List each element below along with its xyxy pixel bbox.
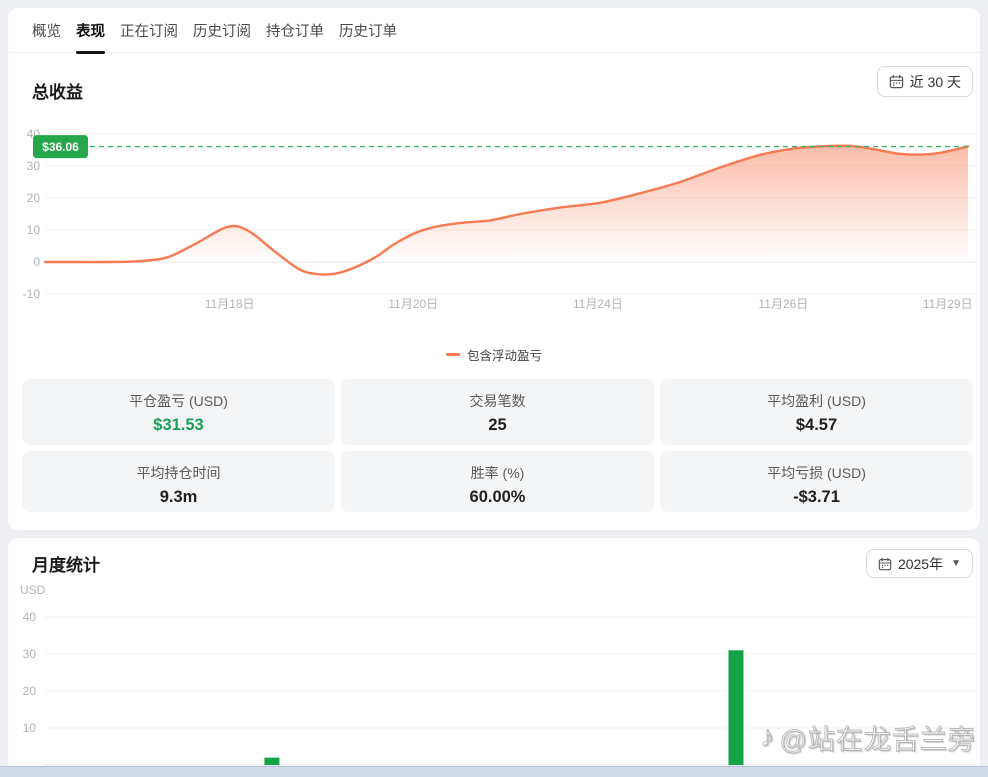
stat-value: 25: [488, 416, 507, 434]
legend-marker-icon: [445, 353, 460, 356]
stat-value: 9.3m: [159, 488, 198, 506]
svg-text:20: 20: [27, 191, 41, 205]
tab-5[interactable]: 持仓订单: [266, 23, 324, 40]
stat-card: 平仓盈亏 (USD) $31.53: [22, 379, 335, 445]
y-axis-title: USD: [20, 583, 46, 597]
svg-text:-10: -10: [23, 287, 41, 301]
stat-label: 胜率 (%): [470, 465, 525, 481]
svg-text:40: 40: [23, 610, 37, 624]
tab-2[interactable]: 表现: [76, 8, 105, 54]
svg-text:10: 10: [23, 721, 37, 735]
tab-3[interactable]: 正在订阅: [120, 23, 178, 40]
tab-1[interactable]: 概览: [32, 23, 61, 40]
month-bar[interactable]: [264, 757, 280, 765]
stat-card: 平均盈利 (USD) $4.57: [660, 379, 973, 445]
svg-text:20: 20: [23, 684, 37, 698]
tab-6[interactable]: 历史订单: [339, 23, 397, 40]
date-range-label: 近 30 天: [909, 73, 961, 90]
date-range-button[interactable]: 近 30 天: [876, 66, 973, 97]
stats-grid: 平仓盈亏 (USD) $31.53 交易笔数 25 平均盈利 (USD) $4.57 平均持…: [22, 379, 973, 512]
legend-label: 包含浮动盈亏: [466, 349, 542, 363]
svg-text:30: 30: [23, 647, 37, 661]
svg-text:10: 10: [27, 223, 41, 237]
stat-label: 平均盈利 (USD): [767, 393, 866, 409]
chevron-down-icon: ▼: [951, 558, 961, 569]
stat-card: 胜率 (%) 60.00%: [341, 451, 654, 512]
svg-text:11月20日: 11月20日: [388, 297, 438, 311]
bottom-strip: [0, 766, 988, 777]
stat-value: -$3.71: [793, 488, 840, 506]
stat-value: $31.53: [153, 416, 204, 434]
stat-label: 平均持仓时间: [136, 465, 221, 481]
stat-card: 平均亏损 (USD) -$3.71: [660, 451, 973, 512]
svg-text:11月24日: 11月24日: [573, 297, 623, 311]
svg-text:11月26日: 11月26日: [758, 297, 808, 311]
section-title-total-pnl: 总收益: [32, 83, 83, 102]
section-title-monthly: 月度统计: [32, 556, 100, 575]
stat-label: 交易笔数: [469, 393, 526, 409]
svg-text:11月18日: 11月18日: [205, 297, 255, 311]
chart-legend-item[interactable]: 包含浮动盈亏: [8, 345, 980, 364]
svg-text:0: 0: [33, 255, 40, 269]
monthly-stats-card: 月度统计 2025年 ▼ USD 10 20 30 40: [8, 538, 980, 777]
year-select-button[interactable]: 2025年 ▼: [865, 549, 973, 578]
svg-text:11月29日: 11月29日: [923, 297, 973, 311]
tab-bar: 概览 表现 正在订阅 历史订阅 持仓订单 历史订单: [8, 8, 980, 54]
month-bar[interactable]: [728, 650, 744, 765]
svg-text:30: 30: [27, 159, 41, 173]
performance-card: 概览 表现 正在订阅 历史订阅 持仓订单 历史订单 总收益 近 30 天 40 30 20 10…: [8, 8, 980, 530]
stat-label: 平均亏损 (USD): [767, 465, 866, 481]
max-value-badge: $36.06: [33, 135, 88, 159]
stat-card: 平均持仓时间 9.3m: [22, 451, 335, 512]
tab-4[interactable]: 历史订阅: [193, 23, 251, 40]
svg-text:$36.06: $36.06: [42, 140, 79, 154]
calendar-icon: [889, 74, 903, 89]
stat-value: $4.57: [795, 416, 838, 434]
calendar-icon: [878, 557, 892, 570]
stat-label: 平仓盈亏 (USD): [129, 393, 228, 409]
stat-value: 60.00%: [469, 488, 526, 506]
year-select-label: 2025年: [897, 555, 944, 572]
stat-card: 交易笔数 25: [341, 379, 654, 445]
monthly-bar-chart[interactable]: 10 20 30 40: [8, 604, 980, 766]
